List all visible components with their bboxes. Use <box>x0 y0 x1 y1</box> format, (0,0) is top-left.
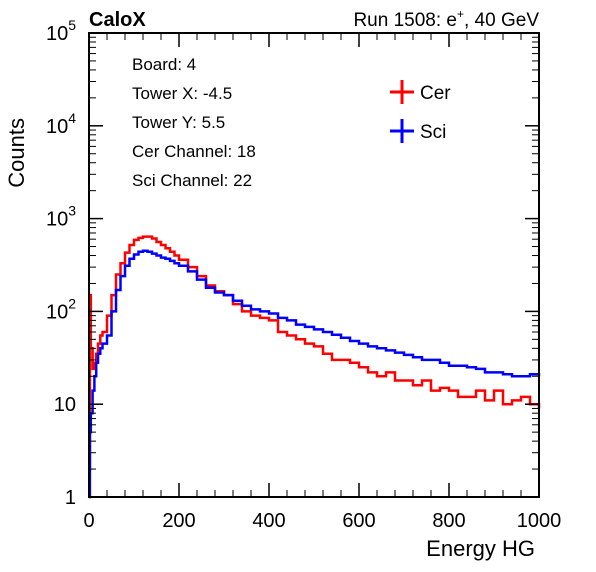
series-layer <box>88 235 541 499</box>
run-label: Run 1508: e+, 40 GeV <box>353 7 539 31</box>
plot-frame <box>88 32 540 498</box>
series-line-cer <box>88 235 541 471</box>
tick-layer: 0 200 400 600 800 1000 1 10 102 103 104 105 <box>46 17 561 532</box>
brand-label: CaloX <box>89 9 146 31</box>
x-tick-label: 600 <box>342 510 375 532</box>
y-tick-label: 104 <box>46 110 76 138</box>
y-axis-title: Counts <box>4 118 29 188</box>
legend: Cer Sci <box>390 80 451 143</box>
y-tick-label: 1 <box>65 487 76 509</box>
legend-label-cer: Cer <box>420 83 451 104</box>
x-axis-title: Energy HG <box>426 536 535 561</box>
y-tick-label: 10 <box>54 394 76 416</box>
x-tick-label: 0 <box>83 510 94 532</box>
info-board: Board: 4 <box>132 55 196 74</box>
x-tick-label: 200 <box>162 510 195 532</box>
info-sci-channel: Sci Channel: 22 <box>132 171 252 190</box>
x-tick-label: 400 <box>252 510 285 532</box>
legend-label-sci: Sci <box>420 122 446 143</box>
info-tower-x: Tower X: -4.5 <box>132 84 232 103</box>
x-tick-label: 1000 <box>517 510 562 532</box>
y-tick-label: 105 <box>46 17 76 45</box>
info-box: Board: 4 Tower X: -4.5 Tower Y: 5.5 Cer … <box>132 55 256 190</box>
y-tick-label: 103 <box>46 203 76 231</box>
info-tower-y: Tower Y: 5.5 <box>132 113 225 132</box>
info-cer-channel: Cer Channel: 18 <box>132 142 256 161</box>
series-line-sci <box>88 249 541 499</box>
y-tick-label: 102 <box>46 295 76 323</box>
x-tick-label: 800 <box>432 510 465 532</box>
